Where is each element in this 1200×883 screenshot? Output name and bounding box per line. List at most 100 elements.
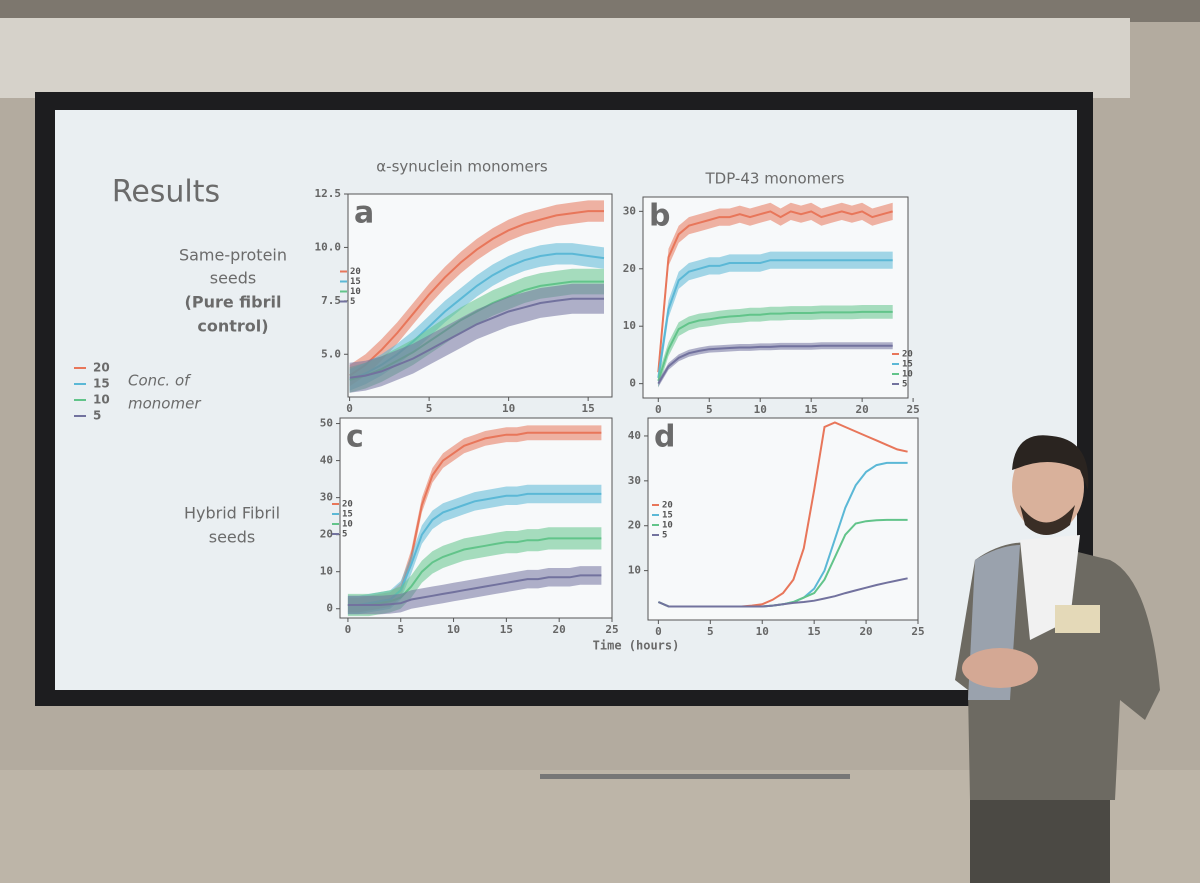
y-tick-label: 0 <box>326 602 333 615</box>
hands <box>962 648 1038 688</box>
y-tick-label: 40 <box>628 429 641 442</box>
y-tick-label: 30 <box>628 474 641 487</box>
series-line <box>349 210 604 377</box>
row-label: control) <box>197 317 268 336</box>
x-tick-label: 20 <box>553 623 566 636</box>
beard <box>1020 505 1075 535</box>
trousers <box>970 800 1110 883</box>
x-tick-label: 10 <box>754 403 767 416</box>
y-tick-label: 20 <box>320 528 333 541</box>
legend-label: 10 <box>342 520 353 530</box>
legend-label: 15 <box>93 377 110 391</box>
legend-label: 5 <box>93 409 101 423</box>
x-tick-label: 0 <box>655 403 662 416</box>
legend-label: 15 <box>902 360 913 370</box>
legend-label: 20 <box>350 267 361 277</box>
series-line <box>658 577 908 608</box>
row-label: (Pure fibril <box>185 293 282 312</box>
row-label: seeds <box>209 528 256 547</box>
column-title: TDP-43 monomers <box>705 170 845 188</box>
x-tick-label: 15 <box>500 623 513 636</box>
legend-label: 5 <box>662 531 667 541</box>
y-tick-label: 20 <box>623 262 636 275</box>
x-tick-label: 10 <box>756 625 769 638</box>
slide-legend: 20 15 10 5 <box>74 361 110 423</box>
legend-label: 20 <box>342 500 353 510</box>
legend-label: 15 <box>350 277 361 287</box>
hair <box>1012 435 1089 490</box>
x-tick-label: 0 <box>655 625 662 638</box>
panel-letter: d <box>654 420 675 455</box>
legend-label: 10 <box>902 370 913 380</box>
y-tick-label: 10 <box>623 319 636 332</box>
legend-label: 20 <box>662 501 673 511</box>
y-tick-label: 40 <box>320 454 333 467</box>
badge <box>1055 605 1100 633</box>
x-tick-label: 10 <box>502 402 515 415</box>
legend-label: 10 <box>350 287 361 297</box>
row-label: Hybrid Fibril <box>184 504 280 523</box>
x-tick-label: 20 <box>856 403 869 416</box>
x-tick-label: 25 <box>911 625 924 638</box>
x-axis-label: Time (hours) <box>593 639 680 653</box>
row-label: Same-protein <box>179 246 287 265</box>
x-tick-label: 5 <box>397 623 404 636</box>
series-line <box>657 344 893 385</box>
x-tick-label: 15 <box>805 403 818 416</box>
whiteboard-rail <box>540 774 850 779</box>
legend-title: monomer <box>128 395 201 413</box>
error-band <box>658 202 893 381</box>
error-band <box>658 251 893 387</box>
x-tick-label: 5 <box>706 403 713 416</box>
x-tick-label: 5 <box>707 625 714 638</box>
series-line <box>347 574 602 606</box>
x-tick-label: 20 <box>859 625 872 638</box>
error-band <box>658 305 893 388</box>
legend-label: 20 <box>902 350 913 360</box>
y-tick-label: 12.5 <box>315 187 342 200</box>
y-tick-label: 0 <box>629 377 636 390</box>
series-line <box>657 210 893 373</box>
y-tick-label: 20 <box>628 519 641 532</box>
x-tick-label: 5 <box>426 402 433 415</box>
x-tick-label: 10 <box>447 623 460 636</box>
legend-label: 20 <box>93 361 110 375</box>
legend-label: 5 <box>342 530 347 540</box>
legend-title: Conc. of <box>128 372 192 390</box>
legend-label: 10 <box>93 393 110 407</box>
row-label: seeds <box>210 269 257 288</box>
x-tick-label: 15 <box>582 402 595 415</box>
x-tick-label: 25 <box>605 623 618 636</box>
x-tick-label: 0 <box>345 623 352 636</box>
y-tick-label: 5.0 <box>321 347 341 360</box>
panel-letter: b <box>649 199 670 234</box>
legend-label: 15 <box>342 510 353 520</box>
legend-label: 5 <box>350 297 355 307</box>
legend-label: 15 <box>662 511 673 521</box>
series-line <box>657 259 893 379</box>
screen-housing <box>0 18 1130 98</box>
x-tick-label: 0 <box>346 402 353 415</box>
y-tick-label: 10 <box>628 564 641 577</box>
ceiling <box>0 0 1200 22</box>
y-tick-label: 50 <box>320 417 333 430</box>
legend-label: 5 <box>902 380 907 390</box>
series-line <box>657 310 893 382</box>
legend-label: 10 <box>662 521 673 531</box>
error-band <box>658 342 893 388</box>
panel-letter: a <box>354 196 374 231</box>
error-band <box>349 283 604 393</box>
slide-title: Results <box>112 175 220 210</box>
error-band <box>349 200 604 387</box>
x-tick-label: 15 <box>808 625 821 638</box>
y-tick-label: 10.0 <box>315 240 342 253</box>
y-tick-label: 30 <box>320 491 333 504</box>
plot-area <box>647 417 919 621</box>
